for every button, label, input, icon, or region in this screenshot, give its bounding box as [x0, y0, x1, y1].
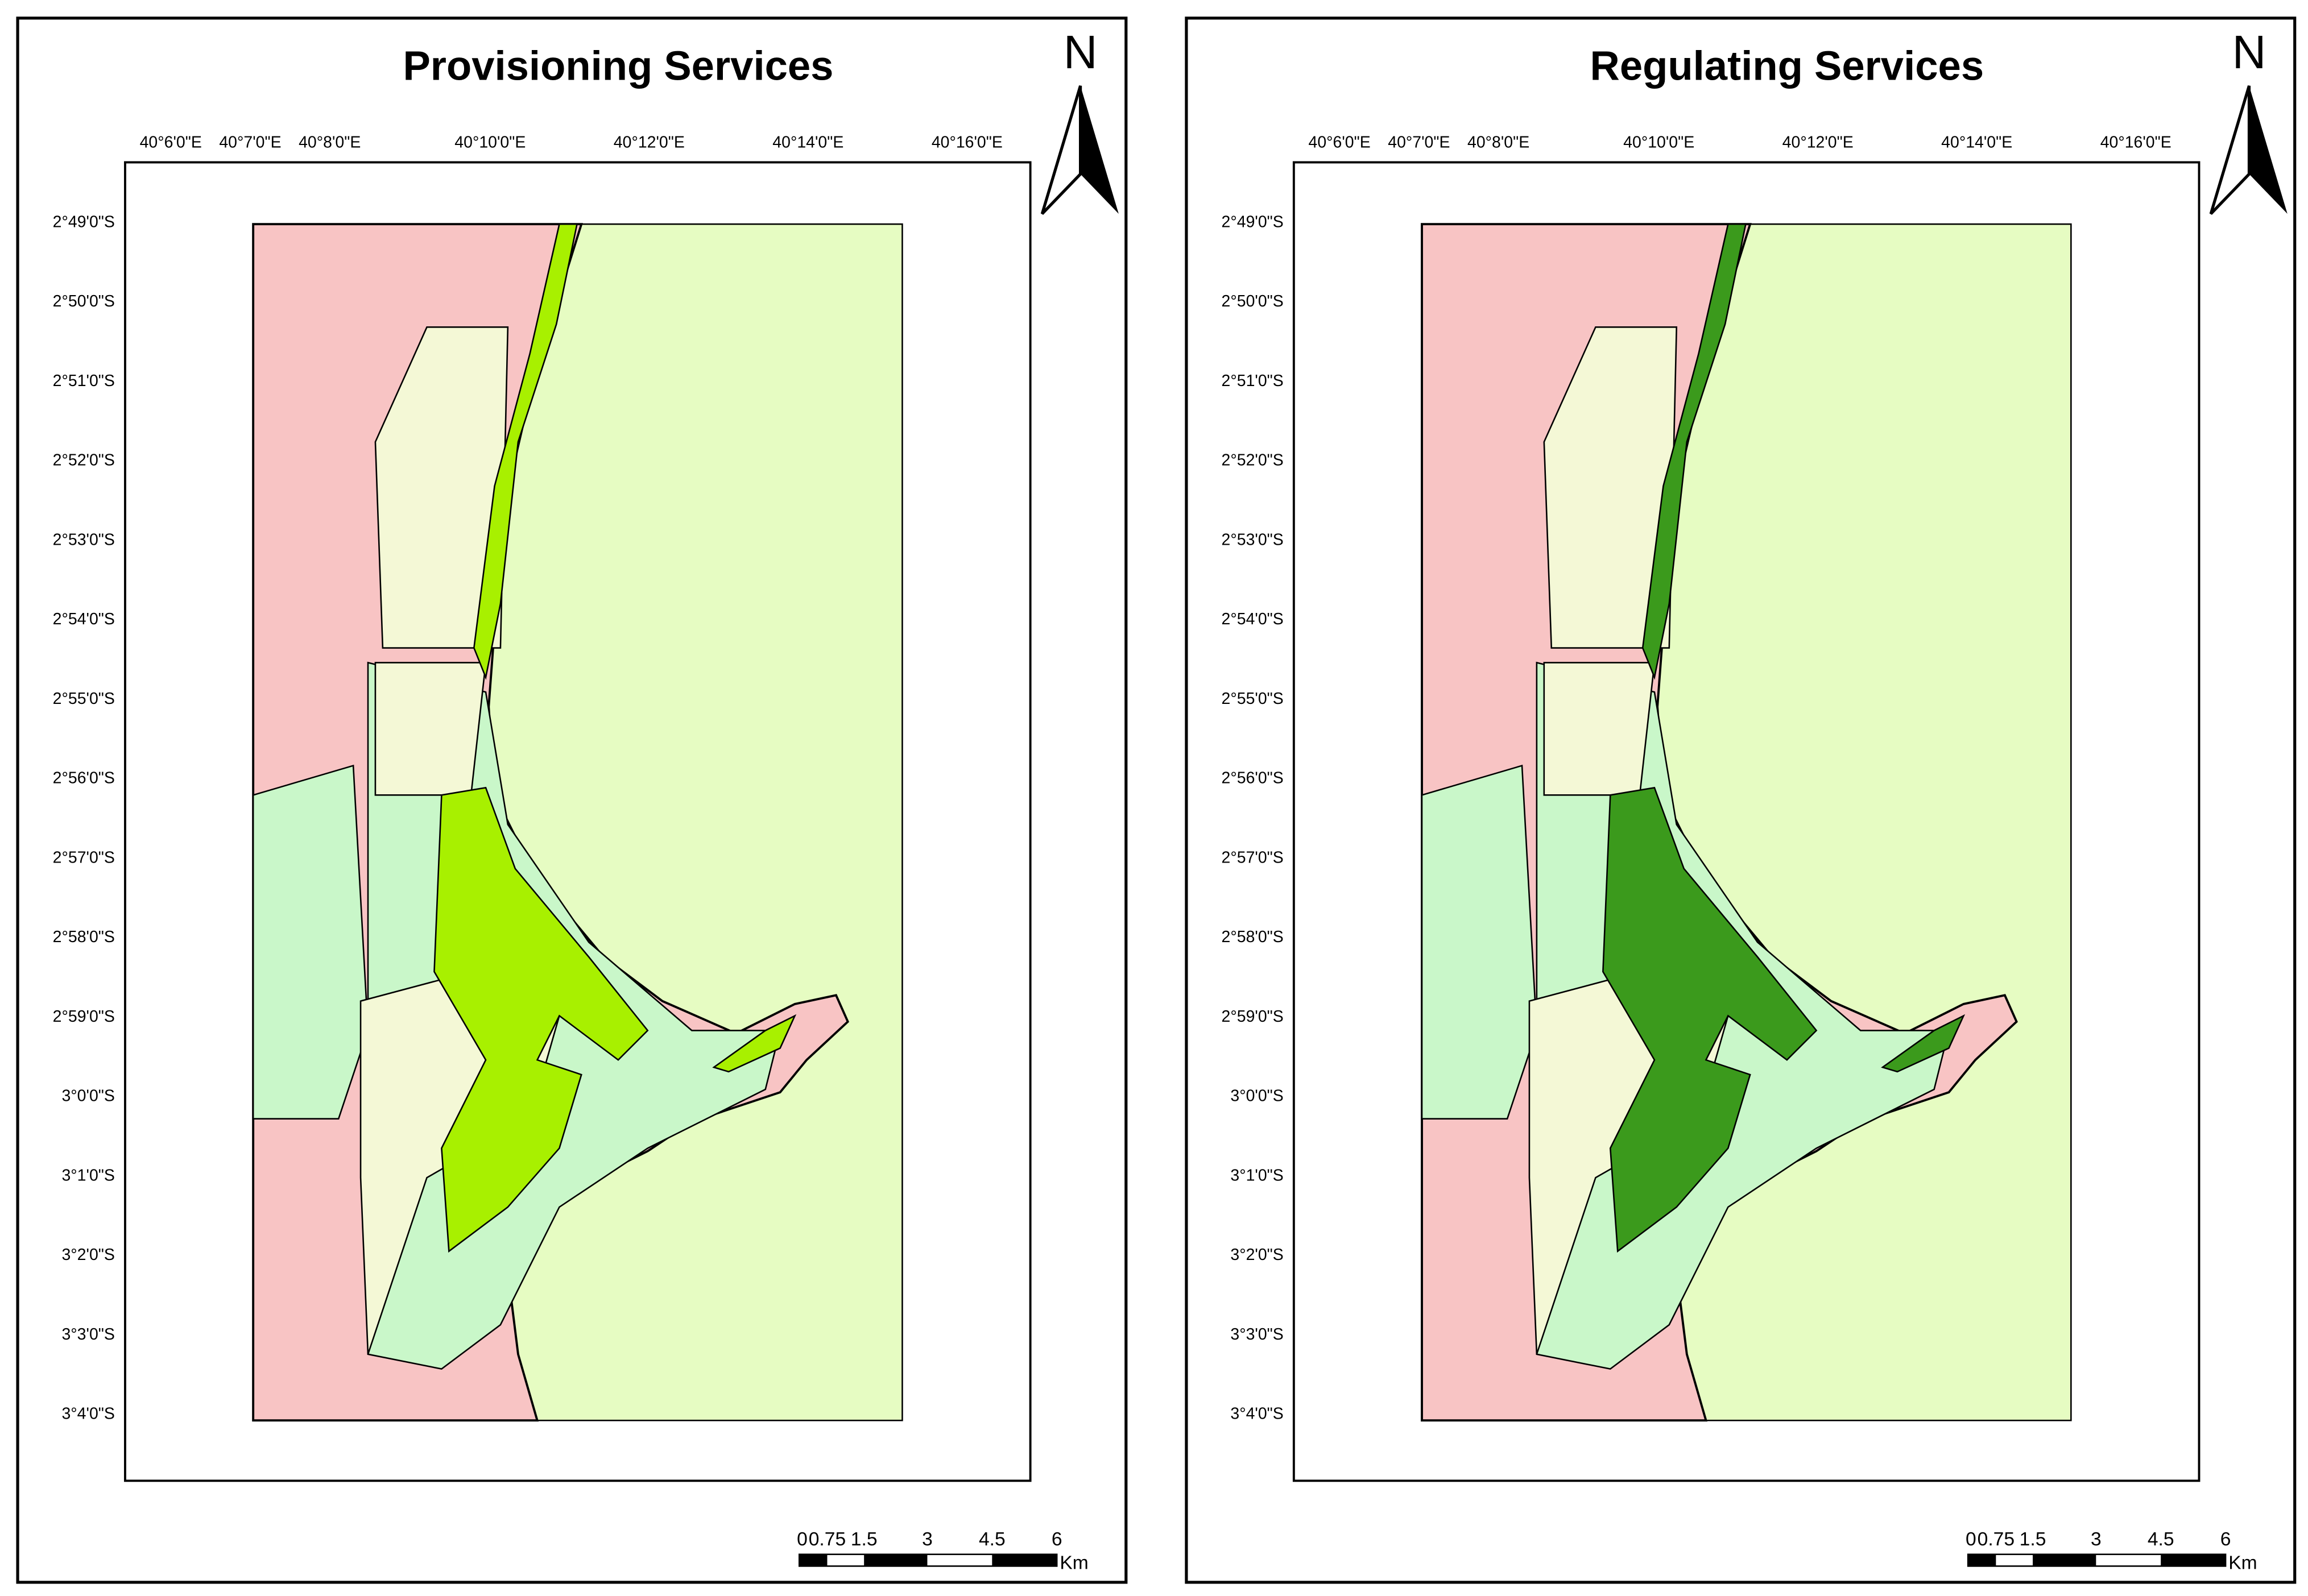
lat-label: 3°1'0"S [1230, 1166, 1283, 1184]
scale-label: 1.5 [851, 1529, 878, 1550]
lat-label: 2°54'0"S [53, 610, 115, 628]
scale-label: 0 [1966, 1529, 1976, 1550]
lat-label: 2°56'0"S [1222, 769, 1284, 787]
lon-label: 40°8'0"E [1467, 134, 1529, 152]
scale-unit: Km [1060, 1553, 1088, 1574]
grassland [1421, 764, 1538, 1120]
scale-bar-segment [1968, 1554, 1996, 1566]
map-panel: Regulating Services N 40°6'0"E 40°7'0"E 40°8… [1185, 16, 2297, 1584]
lat-label: 2°56'0"S [53, 769, 115, 787]
north-arrow-right [1080, 85, 1119, 214]
lat-label: 3°1'0"S [61, 1166, 114, 1184]
lat-label: 3°0'0"S [61, 1087, 114, 1105]
lat-label: 3°3'0"S [1230, 1325, 1283, 1344]
service-area [473, 223, 578, 680]
lat-label: 2°55'0"S [1222, 690, 1284, 708]
settlement [374, 326, 509, 649]
lon-label: 40°8'0"E [299, 134, 361, 152]
north-arrow-right [2249, 85, 2288, 214]
scale-label: 0 [797, 1529, 808, 1550]
scale-label: 0.75 [809, 1529, 846, 1550]
settlement [374, 662, 487, 796]
scale-unit: Km [2228, 1553, 2257, 1574]
north-label: N [1064, 26, 1098, 78]
service-area [433, 786, 649, 1253]
grassland [252, 764, 369, 1120]
scale-bar-segment [992, 1554, 1057, 1566]
lat-label: 2°58'0"S [53, 928, 115, 946]
scale-bar-segment [2033, 1554, 2096, 1566]
panel-title: Regulating Services [1590, 43, 1984, 89]
lat-label: 3°2'0"S [61, 1246, 114, 1264]
scale-label: 3 [922, 1529, 933, 1550]
lat-label: 2°54'0"S [1222, 610, 1284, 628]
scale-label: 6 [1052, 1529, 1062, 1550]
lon-label: 40°16'0"E [2100, 134, 2171, 152]
scale-label: 6 [2220, 1529, 2231, 1550]
north-label: N [2232, 26, 2266, 78]
lat-label: 2°50'0"S [53, 292, 115, 310]
lat-label: 2°49'0"S [53, 213, 115, 231]
settlement [1543, 662, 1656, 796]
lat-label: 3°2'0"S [1230, 1246, 1283, 1264]
lat-label: 3°0'0"S [1230, 1087, 1283, 1105]
lat-label: 3°4'0"S [1230, 1405, 1283, 1423]
lat-label: 2°52'0"S [1222, 451, 1284, 470]
scale-label: 4.5 [979, 1529, 1006, 1550]
lon-label: 40°10'0"E [1623, 134, 1694, 152]
lat-label: 2°59'0"S [1222, 1008, 1284, 1026]
lon-label: 40°12'0"E [1782, 134, 1854, 152]
lat-label: 2°53'0"S [53, 530, 115, 549]
lon-label: 40°7'0"E [219, 134, 281, 152]
lat-label: 3°3'0"S [61, 1325, 114, 1344]
scale-label: 3 [2091, 1529, 2102, 1550]
lon-label: 40°10'0"E [454, 134, 526, 152]
lat-label: 2°49'0"S [1222, 213, 1284, 231]
lat-label: 2°57'0"S [53, 848, 115, 867]
lat-label: 2°52'0"S [53, 451, 115, 470]
lat-label: 2°51'0"S [1222, 372, 1284, 390]
service-area [1881, 1014, 1966, 1073]
settlement [1543, 326, 1678, 649]
lat-label: 2°55'0"S [53, 690, 115, 708]
panel-title: Provisioning Services [403, 43, 833, 89]
scale-bar-segment [2161, 1554, 2226, 1566]
lat-label: 2°58'0"S [1222, 928, 1284, 946]
lon-label: 40°14'0"E [1941, 134, 2012, 152]
lat-label: 2°50'0"S [1222, 292, 1284, 310]
lon-label: 40°12'0"E [614, 134, 685, 152]
lon-label: 40°16'0"E [932, 134, 1003, 152]
lon-label: 40°6'0"E [140, 134, 202, 152]
lat-label: 2°59'0"S [53, 1008, 115, 1026]
service-area [1641, 223, 1747, 680]
scale-label: 0.75 [1978, 1529, 2015, 1550]
lon-label: 40°7'0"E [1388, 134, 1450, 152]
map-panel: Provisioning Services N 40°6'0"E 40°7'0"E 40… [16, 16, 1128, 1584]
service-area [712, 1014, 797, 1073]
service-area [1602, 786, 1818, 1253]
scale-bar-segment [799, 1554, 828, 1566]
scale-label: 1.5 [2020, 1529, 2046, 1550]
lon-label: 40°14'0"E [772, 134, 843, 152]
scale-label: 4.5 [2148, 1529, 2174, 1550]
lat-label: 2°51'0"S [53, 372, 115, 390]
lat-label: 2°53'0"S [1222, 530, 1284, 549]
lon-label: 40°6'0"E [1308, 134, 1370, 152]
lat-label: 3°4'0"S [61, 1405, 114, 1423]
scale-bar-segment [864, 1554, 928, 1566]
lat-label: 2°57'0"S [1222, 848, 1284, 867]
